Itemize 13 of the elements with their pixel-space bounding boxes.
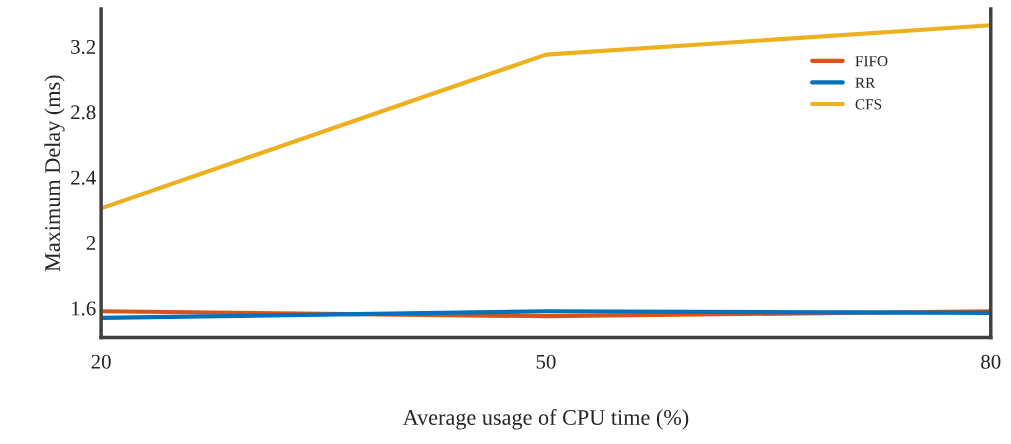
x-axis-title: Average usage of CPU time (%) — [402, 409, 689, 430]
y-tick-label: 3.2 — [71, 39, 96, 54]
legend-label: FIFO — [855, 56, 888, 67]
x-tick-label: 50 — [536, 354, 556, 369]
x-tick-label: 20 — [91, 354, 111, 369]
legend-label: RR — [855, 77, 876, 88]
x-tick-label: 80 — [981, 354, 1001, 369]
y-axis-title: Maximum Delay (ms) — [44, 75, 65, 272]
legend-label: CFS — [855, 99, 882, 110]
y-tick-label: 2.4 — [71, 170, 96, 185]
y-tick-label: 2.8 — [71, 105, 96, 120]
y-tick-label: 2 — [86, 236, 96, 250]
y-tick-label: 1.6 — [72, 301, 96, 316]
